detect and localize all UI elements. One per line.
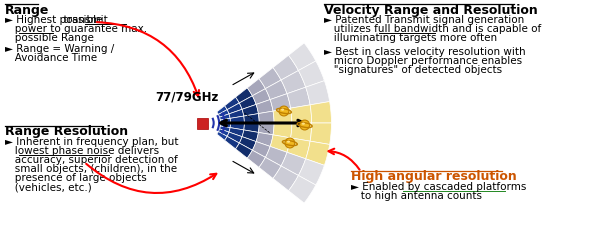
Text: ► Inherent in frequency plan, but: ► Inherent in frequency plan, but <box>5 137 178 147</box>
Wedge shape <box>230 123 244 130</box>
Text: High angular resolution: High angular resolution <box>351 170 517 183</box>
Wedge shape <box>242 104 259 116</box>
Text: small objects, (children), in the: small objects, (children), in the <box>5 164 177 174</box>
Wedge shape <box>239 96 256 109</box>
Wedge shape <box>247 79 265 96</box>
Wedge shape <box>220 114 230 120</box>
Wedge shape <box>244 114 259 123</box>
Text: ► Range = Warning /: ► Range = Warning / <box>5 44 114 54</box>
Wedge shape <box>217 132 227 140</box>
Wedge shape <box>287 138 310 159</box>
Wedge shape <box>229 128 244 137</box>
Text: to high antenna counts: to high antenna counts <box>351 191 482 201</box>
Wedge shape <box>273 108 292 123</box>
Wedge shape <box>281 70 305 94</box>
Wedge shape <box>281 152 305 175</box>
Text: lowest phase noise delivers: lowest phase noise delivers <box>5 146 159 156</box>
Wedge shape <box>273 166 298 191</box>
Text: presence of large objects: presence of large objects <box>5 173 146 183</box>
Text: possible Range: possible Range <box>5 33 94 43</box>
Wedge shape <box>305 81 329 105</box>
Wedge shape <box>270 135 290 152</box>
Wedge shape <box>230 116 244 123</box>
Wedge shape <box>224 136 239 149</box>
Ellipse shape <box>281 108 284 111</box>
Text: Range: Range <box>5 4 49 17</box>
Text: Range Resolution: Range Resolution <box>5 125 128 138</box>
Wedge shape <box>217 106 227 114</box>
Wedge shape <box>289 175 316 203</box>
Ellipse shape <box>302 123 305 125</box>
Wedge shape <box>253 142 270 157</box>
Ellipse shape <box>287 141 290 143</box>
Wedge shape <box>265 146 287 166</box>
Wedge shape <box>218 129 229 136</box>
Wedge shape <box>287 87 310 108</box>
Wedge shape <box>289 43 316 70</box>
Wedge shape <box>256 100 273 114</box>
Text: power to guarantee max.: power to guarantee max. <box>5 24 147 34</box>
Wedge shape <box>220 123 230 128</box>
Wedge shape <box>227 132 242 143</box>
Ellipse shape <box>285 138 295 148</box>
Wedge shape <box>236 88 253 103</box>
Text: transmit: transmit <box>5 15 107 25</box>
Wedge shape <box>310 123 331 144</box>
Text: ► Highest possible: ► Highest possible <box>5 15 106 25</box>
Text: "signatures" of detected objects: "signatures" of detected objects <box>325 65 503 75</box>
Wedge shape <box>256 132 273 146</box>
Wedge shape <box>259 157 281 178</box>
Text: illuminating targets more often: illuminating targets more often <box>325 33 497 43</box>
Text: 77/79GHz: 77/79GHz <box>155 90 218 103</box>
Text: Velocity Range and Resolution: Velocity Range and Resolution <box>325 4 538 17</box>
Wedge shape <box>290 123 311 141</box>
Text: accuracy, superior detection of: accuracy, superior detection of <box>5 155 178 165</box>
Wedge shape <box>220 126 230 132</box>
Wedge shape <box>298 159 325 185</box>
Wedge shape <box>273 123 292 138</box>
Wedge shape <box>244 123 259 132</box>
Wedge shape <box>259 68 281 89</box>
Wedge shape <box>298 61 325 87</box>
Text: micro Doppler performance enables: micro Doppler performance enables <box>325 56 523 66</box>
Wedge shape <box>236 143 253 158</box>
Wedge shape <box>273 55 298 80</box>
Text: Avoidance Time: Avoidance Time <box>5 53 97 63</box>
Ellipse shape <box>279 106 289 116</box>
Text: ► Enabled by cascaded platforms: ► Enabled by cascaded platforms <box>351 182 527 192</box>
Wedge shape <box>310 102 331 123</box>
Wedge shape <box>220 118 230 123</box>
Wedge shape <box>247 150 265 167</box>
Text: ► Patented Transmit signal generation: ► Patented Transmit signal generation <box>325 15 525 25</box>
Wedge shape <box>218 110 229 117</box>
Wedge shape <box>265 80 287 100</box>
Wedge shape <box>305 141 329 165</box>
Wedge shape <box>259 123 274 135</box>
Wedge shape <box>229 109 244 118</box>
Ellipse shape <box>300 120 310 130</box>
Wedge shape <box>242 130 259 142</box>
Wedge shape <box>224 97 239 110</box>
Wedge shape <box>290 105 311 123</box>
Wedge shape <box>253 89 270 104</box>
Text: (vehicles, etc.): (vehicles, etc.) <box>5 182 92 192</box>
Wedge shape <box>239 137 256 150</box>
Bar <box>197 118 208 128</box>
Text: utilizes full bandwidth and is capable of: utilizes full bandwidth and is capable o… <box>325 24 542 34</box>
Wedge shape <box>270 94 290 111</box>
Wedge shape <box>259 111 274 123</box>
Wedge shape <box>227 103 242 114</box>
Text: ► Best in class velocity resolution with: ► Best in class velocity resolution with <box>325 47 526 57</box>
